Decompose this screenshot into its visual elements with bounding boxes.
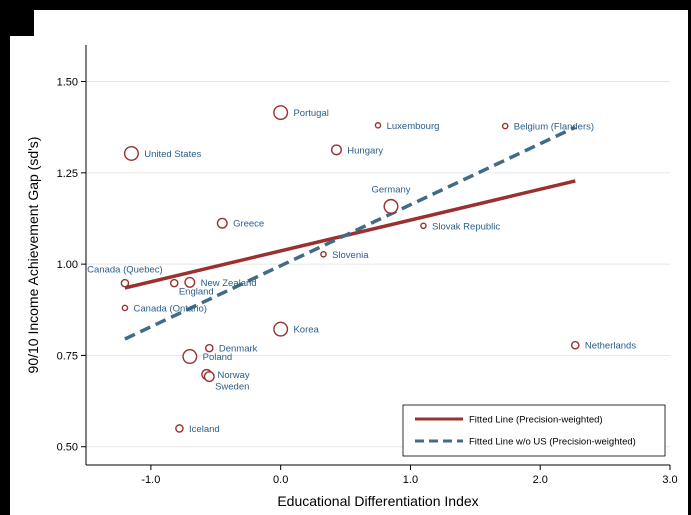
data-point (122, 305, 127, 310)
point-label: Slovenia (332, 250, 369, 261)
data-point (384, 200, 398, 214)
data-point (217, 218, 227, 228)
data-point (171, 280, 178, 287)
data-point (204, 372, 214, 382)
point-label: Poland (203, 352, 233, 363)
y-tick-label: 0.50 (57, 442, 78, 454)
y-tick-label: 1.50 (57, 77, 78, 89)
point-label: Iceland (189, 424, 220, 435)
legend-box (403, 405, 665, 456)
data-point (274, 106, 288, 120)
point-label: Korea (293, 325, 319, 336)
data-point (176, 425, 183, 432)
x-tick-label: 0.0 (273, 474, 288, 486)
x-tick-label: -1.0 (141, 474, 160, 486)
y-tick-label: 1.00 (57, 259, 78, 271)
point-label: Sweden (215, 381, 249, 392)
point-label: Slovak Republic (432, 221, 500, 232)
point-label: Canada (Ontario) (134, 303, 207, 314)
point-label: Greece (233, 219, 264, 230)
plot-area (86, 45, 670, 465)
data-point (332, 145, 342, 155)
data-point (321, 252, 326, 257)
data-point (572, 342, 579, 349)
point-label: Belgium (Flanders) (514, 122, 594, 133)
data-point (185, 278, 195, 288)
data-point (274, 322, 288, 336)
data-point (121, 280, 128, 287)
data-point (421, 223, 426, 228)
legend-label-fit-no-us: Fitted Line w/o US (Precision-weighted) (469, 437, 636, 448)
point-label: Norway (217, 370, 249, 381)
data-point (375, 123, 380, 128)
corner-mark (8, 10, 34, 36)
x-tick-label: 1.0 (403, 474, 418, 486)
x-tick-label: 3.0 (662, 474, 677, 486)
left-edge-bar (6, 10, 10, 515)
y-tick-label: 1.25 (57, 168, 78, 180)
x-tick-label: 2.0 (533, 474, 548, 486)
legend-label-fit: Fitted Line (Precision-weighted) (469, 415, 603, 426)
data-point (503, 123, 508, 128)
point-label: Germany (371, 185, 410, 196)
point-label: Hungary (347, 145, 383, 156)
legend: Fitted Line (Precision-weighted) Fitted … (403, 405, 665, 456)
y-axis-label: 90/10 Income Achievement Gap (sd's) (25, 137, 41, 374)
y-tick-label: 0.75 (57, 350, 78, 362)
point-label: Netherlands (585, 341, 636, 352)
point-label: New Zealand (201, 278, 257, 289)
data-point (183, 350, 197, 364)
x-axis-label: Educational Differentiation Index (277, 493, 478, 509)
data-point (125, 147, 139, 161)
point-label: Luxembourg (387, 121, 440, 132)
data-point (206, 345, 213, 352)
point-label: United States (144, 149, 201, 160)
point-label: Portugal (293, 108, 328, 119)
point-label: Canada (Quebec) (87, 265, 163, 276)
